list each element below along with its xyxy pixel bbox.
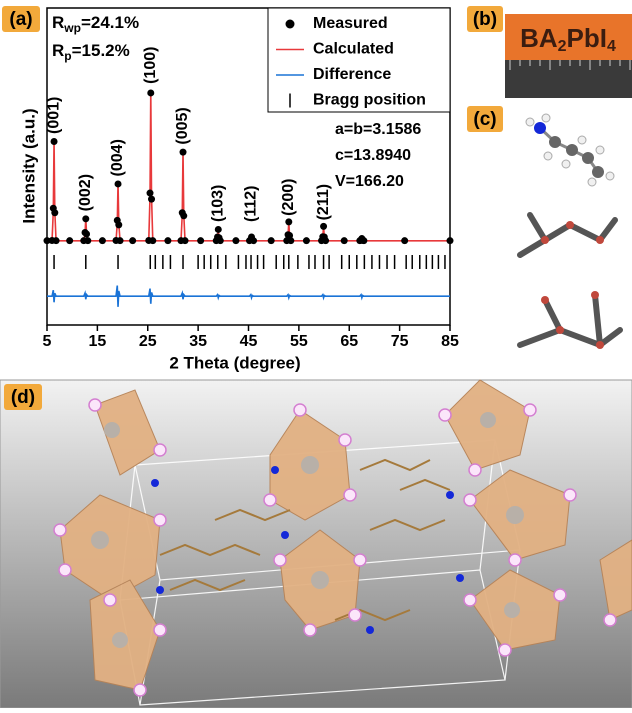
peak-label: (001) [45, 97, 62, 134]
measured-point [82, 215, 90, 223]
measured-point [43, 237, 51, 245]
lattice-param: V=166.20 [335, 173, 404, 190]
peak-label: (211) [315, 184, 332, 220]
peak-label: (004) [109, 139, 126, 176]
measured-point [147, 89, 155, 97]
fit-stat-part: p [64, 49, 71, 63]
panel-label: (b) [473, 9, 497, 30]
panel-labels: (a) (b) (c) (d) [2, 6, 503, 410]
lattice-param: a=b=3.1586 [335, 121, 421, 138]
fit-stat: Rwp=24.1% [52, 13, 139, 35]
x-tick-label: 5 [43, 333, 52, 350]
measured-point [179, 148, 187, 156]
measured-point [446, 237, 454, 245]
series-line [47, 285, 450, 307]
measured-point [114, 180, 122, 188]
peak-label: (112) [243, 186, 260, 222]
x-tick-label: 25 [139, 333, 157, 350]
measured-point [214, 225, 222, 233]
molecule-structures [517, 113, 623, 349]
peak-label: (005) [174, 107, 191, 144]
measured-point [401, 237, 409, 245]
y-axis-label: Intensity (a.u.) [19, 108, 38, 223]
legend-label: Difference [313, 66, 391, 83]
x-tick-label: 15 [88, 333, 106, 350]
sample-label-part: BA [520, 23, 558, 53]
sample-label: BA2PbI4 [520, 23, 616, 55]
measured-point [216, 237, 224, 245]
measured-point [115, 221, 123, 229]
x-tick-label: 85 [441, 333, 459, 350]
x-axis-label: 2 Theta (degree) [169, 353, 300, 372]
legend-label: Bragg position [313, 92, 426, 109]
fit-stat-part: wp [63, 21, 81, 35]
measured-point [250, 237, 258, 245]
xrd-chart: 2 Theta (degree) Intensity (a.u.) 5 15 25 3… [19, 7, 459, 372]
measured-point [116, 237, 124, 245]
measured-point [340, 237, 348, 245]
sample-label-part: PbI [567, 23, 607, 53]
measured-point [322, 237, 330, 245]
measured-point [129, 237, 137, 245]
peak-label: (200) [280, 179, 297, 216]
measured-point [52, 237, 60, 245]
legend-marker [285, 19, 295, 29]
measured-point [232, 237, 240, 245]
panel-label: (c) [473, 109, 496, 130]
legend-label: Calculated [313, 41, 394, 58]
measured-point [83, 230, 91, 238]
panel-label: (d) [11, 387, 35, 408]
x-tick-label: 65 [340, 333, 358, 350]
measured-point [149, 237, 157, 245]
peak-label: (002) [77, 174, 94, 211]
x-tick-label: 45 [240, 333, 258, 350]
legend-label: Measured [313, 15, 388, 32]
fit-stat-part: R [52, 41, 64, 60]
measured-point [146, 189, 154, 197]
peak-label: (100) [142, 47, 159, 84]
measured-point [66, 237, 74, 245]
sample-label-sub: 4 [607, 38, 616, 55]
crystal-structure [0, 379, 632, 709]
measured-point [98, 237, 106, 245]
x-tick-label: 55 [290, 333, 308, 350]
measured-point [164, 237, 172, 245]
measured-point [267, 237, 275, 245]
measured-point [84, 237, 92, 245]
measured-point [285, 218, 293, 226]
measured-point [302, 237, 310, 245]
measured-point [148, 195, 156, 203]
measured-point [360, 237, 368, 245]
sample-label-sub: 2 [558, 38, 567, 55]
measured-point [320, 222, 328, 230]
x-tick-label: 75 [391, 333, 409, 350]
fit-stat: Rp=15.2% [52, 41, 130, 63]
measured-point [50, 137, 58, 145]
sample-photo: BA2PbI4 [505, 4, 632, 100]
legend-box [267, 7, 451, 113]
measured-point [180, 212, 188, 220]
measured-point [197, 237, 205, 245]
lattice-param: c=13.8940 [335, 147, 411, 164]
measured-point [287, 237, 295, 245]
panel-label: (a) [9, 9, 32, 30]
fit-stat-part: R [52, 13, 64, 32]
x-tick-label: 35 [189, 333, 207, 350]
measured-point [181, 237, 189, 245]
peak-label: (103) [209, 185, 226, 222]
measured-point [51, 209, 59, 217]
fit-stat-part: =24.1% [81, 13, 139, 32]
fit-stat-part: =15.2% [72, 41, 130, 60]
